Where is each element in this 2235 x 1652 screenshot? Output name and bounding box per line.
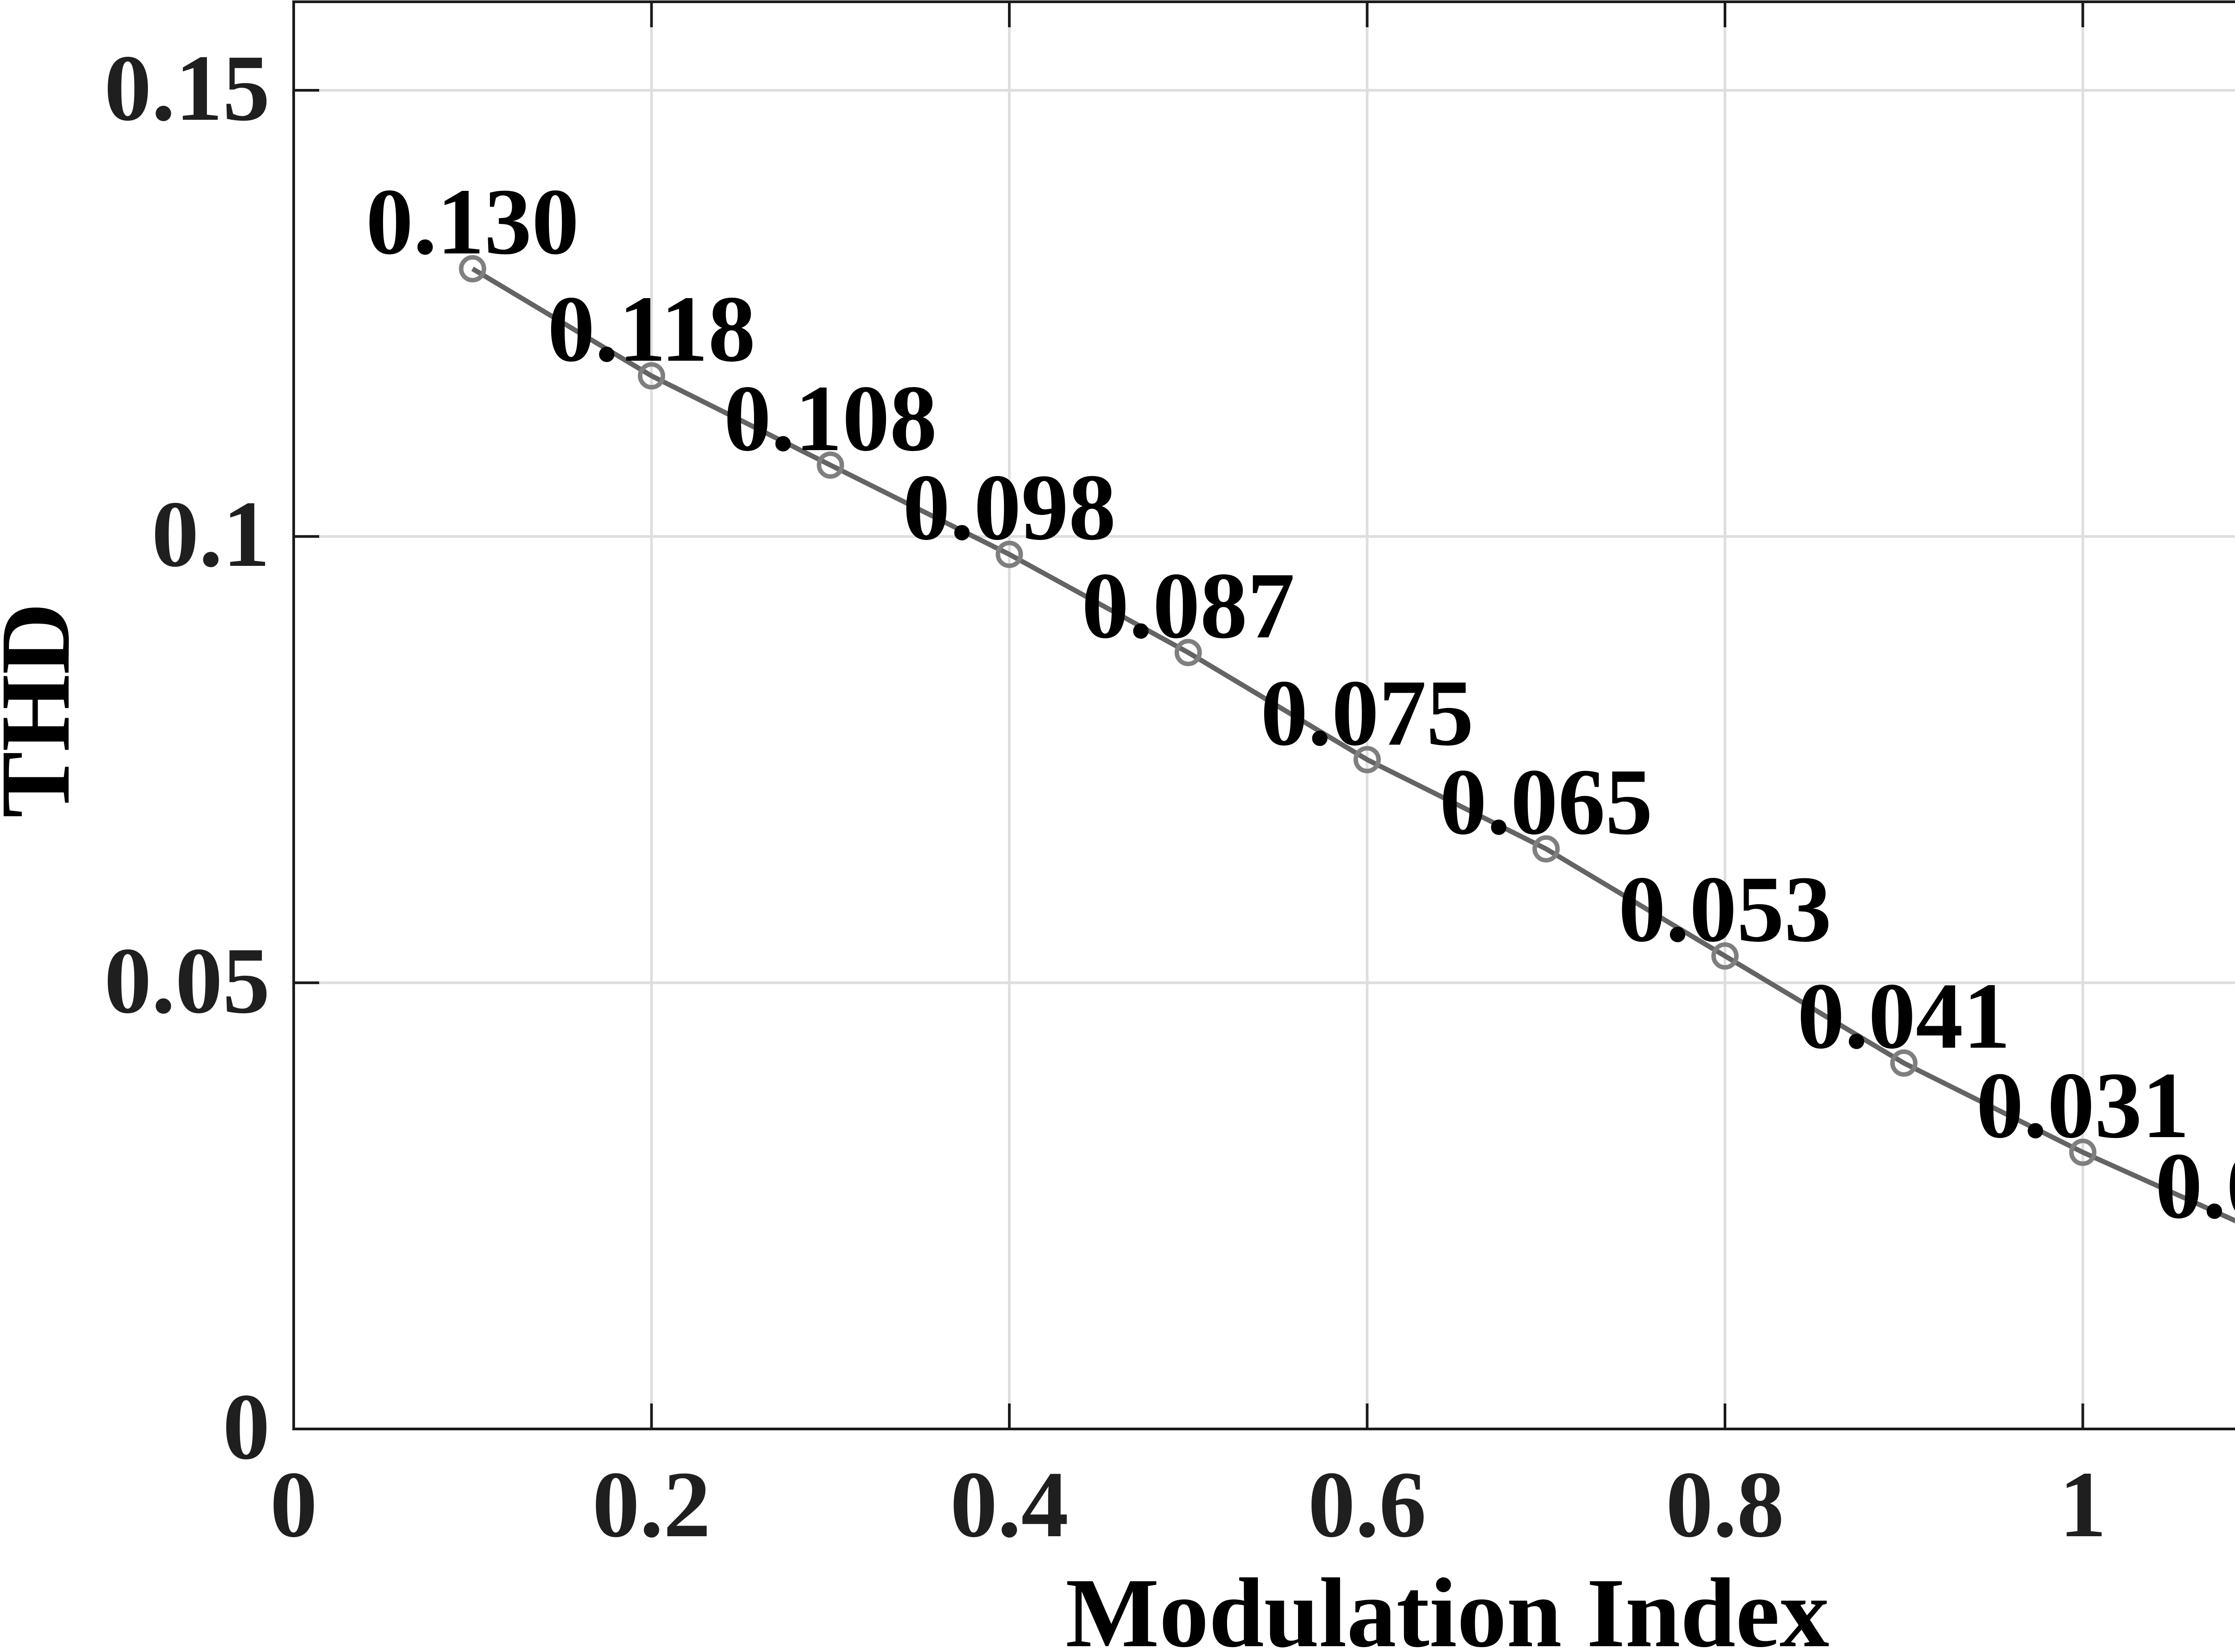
svg-text:0.1: 0.1 [152,481,270,586]
svg-text:0.8: 0.8 [1666,1452,1784,1557]
svg-text:0.098: 0.098 [903,455,1116,560]
svg-text:0.087: 0.087 [1082,553,1295,658]
svg-text:0.041: 0.041 [1797,963,2011,1068]
svg-text:1: 1 [2059,1452,2107,1557]
svg-text:0.6: 0.6 [1308,1452,1426,1557]
svg-text:0: 0 [223,1374,270,1479]
svg-text:0.15: 0.15 [104,35,270,140]
svg-text:0.05: 0.05 [104,928,270,1033]
svg-text:Modulation Index: Modulation Index [1066,1558,1830,1652]
svg-text:0.4: 0.4 [950,1452,1069,1557]
svg-text:THD: THD [0,603,91,818]
svg-text:0.075: 0.075 [1261,660,1474,765]
svg-text:0.022: 0.022 [2155,1133,2235,1238]
svg-text:0: 0 [270,1452,317,1557]
svg-text:0.130: 0.130 [366,169,579,274]
svg-text:0.118: 0.118 [548,276,755,381]
svg-text:0.031: 0.031 [1976,1053,2189,1158]
svg-text:0.2: 0.2 [592,1452,711,1557]
svg-text:0.108: 0.108 [724,366,937,471]
svg-text:0.065: 0.065 [1439,749,1653,854]
svg-text:0.053: 0.053 [1619,856,1832,961]
